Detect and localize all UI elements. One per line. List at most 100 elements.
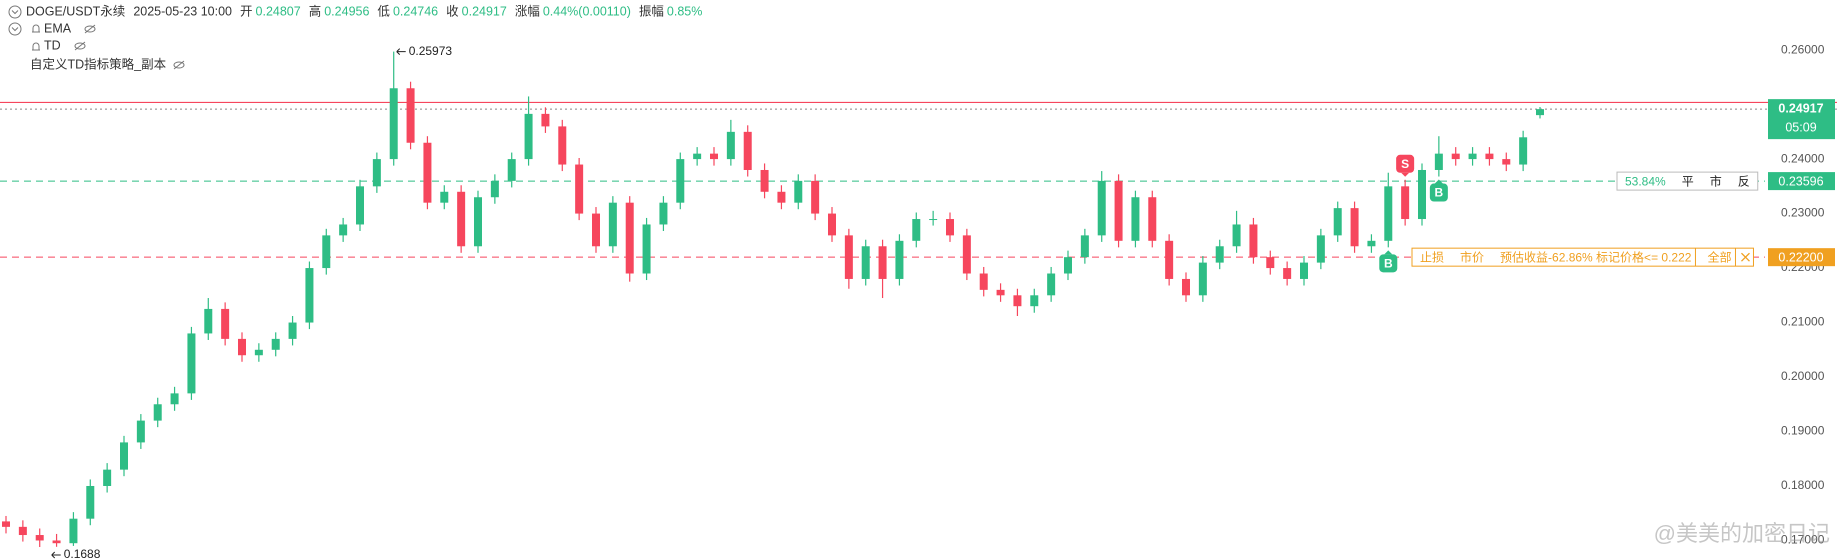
watermark: @美美的加密日记	[1654, 521, 1830, 546]
candle-body	[743, 131, 752, 170]
candle-body	[1333, 208, 1342, 236]
candle-body	[962, 235, 971, 274]
annotation-arrow	[51, 551, 61, 559]
signal-marker	[1396, 154, 1415, 173]
candle-body	[2, 521, 10, 527]
price-label-box	[1768, 248, 1835, 267]
header-text: 开	[240, 4, 253, 18]
order-tag-text: 市价	[1460, 249, 1484, 264]
candle-body	[305, 268, 314, 323]
candle-body	[608, 202, 617, 247]
order-tag-text: 预估收益-62.86% 标记价格<= 0.222	[1500, 249, 1692, 264]
candle-body	[1350, 208, 1359, 247]
candle-body	[1468, 153, 1477, 160]
candle-body	[1384, 186, 1393, 241]
header-text: 0.85%	[667, 4, 702, 18]
countdown: 05:09	[1785, 120, 1816, 134]
candle-body	[474, 197, 482, 247]
price-label: 0.24917	[1778, 101, 1823, 115]
header-text: 0.24956	[324, 4, 369, 18]
close-icon	[1741, 252, 1750, 262]
candle-body	[693, 153, 702, 160]
candle-body	[1266, 257, 1275, 269]
indicator-label: TD	[44, 38, 61, 52]
candle-body	[440, 191, 449, 203]
candle-body	[642, 224, 651, 274]
header-text: DOGE/USDT永续	[26, 4, 125, 18]
candle-body	[558, 126, 567, 165]
candle-body	[1165, 240, 1174, 279]
y-tick-label: 0.18000	[1781, 478, 1825, 492]
signal-label: B	[1384, 257, 1393, 271]
candle-body	[254, 349, 263, 356]
y-tick-label: 0.17000	[1781, 533, 1825, 547]
candle-body	[1182, 278, 1190, 296]
candle-body	[1283, 268, 1292, 279]
header-text: 低	[377, 4, 390, 18]
candle-body	[1519, 137, 1528, 165]
candle-body	[1215, 246, 1224, 263]
y-tick-label: 0.26000	[1781, 42, 1825, 56]
y-tick-label: 0.19000	[1781, 424, 1825, 438]
candle-body	[69, 518, 78, 544]
candle-body	[406, 88, 415, 143]
signal-pointer	[1434, 179, 1443, 184]
candle-body	[1502, 159, 1511, 165]
order-tag: 53.84% 平 市 反	[1616, 171, 1759, 191]
candle-body	[1013, 295, 1022, 307]
candle-body	[929, 219, 938, 221]
candle-body	[1316, 235, 1325, 263]
candle-body	[238, 338, 246, 356]
candle-body	[288, 322, 297, 339]
price-label: 0.22200	[1778, 250, 1823, 264]
price-label-box	[1768, 99, 1835, 140]
signal-marker	[1379, 254, 1398, 273]
candle-body	[35, 535, 44, 541]
candle-body	[1401, 186, 1410, 220]
candle-body	[861, 246, 870, 279]
header-text: 0.24807	[256, 4, 301, 18]
signal-marker	[1429, 183, 1448, 202]
candle-body	[811, 180, 820, 214]
candle-body	[423, 142, 432, 203]
candle-body	[575, 164, 584, 214]
candle-body	[136, 420, 145, 443]
header-text: 0.44%(0.00110)	[543, 4, 631, 18]
header-text: 收	[446, 4, 459, 18]
candle-body	[1131, 197, 1140, 241]
candle-body	[490, 180, 499, 198]
header-icons	[8, 5, 185, 70]
candle-body	[1451, 153, 1460, 160]
candle-body	[760, 169, 769, 192]
candle-body	[979, 273, 988, 290]
candle-body	[794, 180, 803, 203]
candle-body	[592, 213, 600, 247]
candle-body	[625, 202, 634, 274]
candle-body	[1064, 257, 1072, 274]
signal-label: S	[1401, 157, 1409, 171]
candle-body	[271, 338, 280, 350]
order-tag-text: 平	[1682, 174, 1694, 188]
candle-body	[676, 159, 685, 203]
order-tag-box	[1616, 171, 1759, 191]
candle-body	[946, 219, 954, 236]
indicator-label: EMA	[44, 21, 72, 35]
candle-body	[372, 159, 381, 187]
price-label-box	[1768, 172, 1835, 191]
annotation: 0.25973	[409, 44, 453, 58]
candle-body	[1047, 273, 1056, 296]
candle-body	[659, 202, 668, 225]
signal-pointer	[1384, 250, 1393, 255]
candle-body	[356, 186, 364, 225]
candle-body	[1148, 197, 1157, 241]
candle-body	[777, 191, 786, 203]
header-text: 高	[309, 3, 322, 18]
candle-body	[912, 219, 921, 241]
candle-body	[322, 235, 331, 269]
candle-body	[1097, 180, 1106, 236]
order-tag-box	[1411, 247, 1754, 267]
signal-label: B	[1435, 186, 1444, 200]
candle-body	[541, 113, 550, 127]
